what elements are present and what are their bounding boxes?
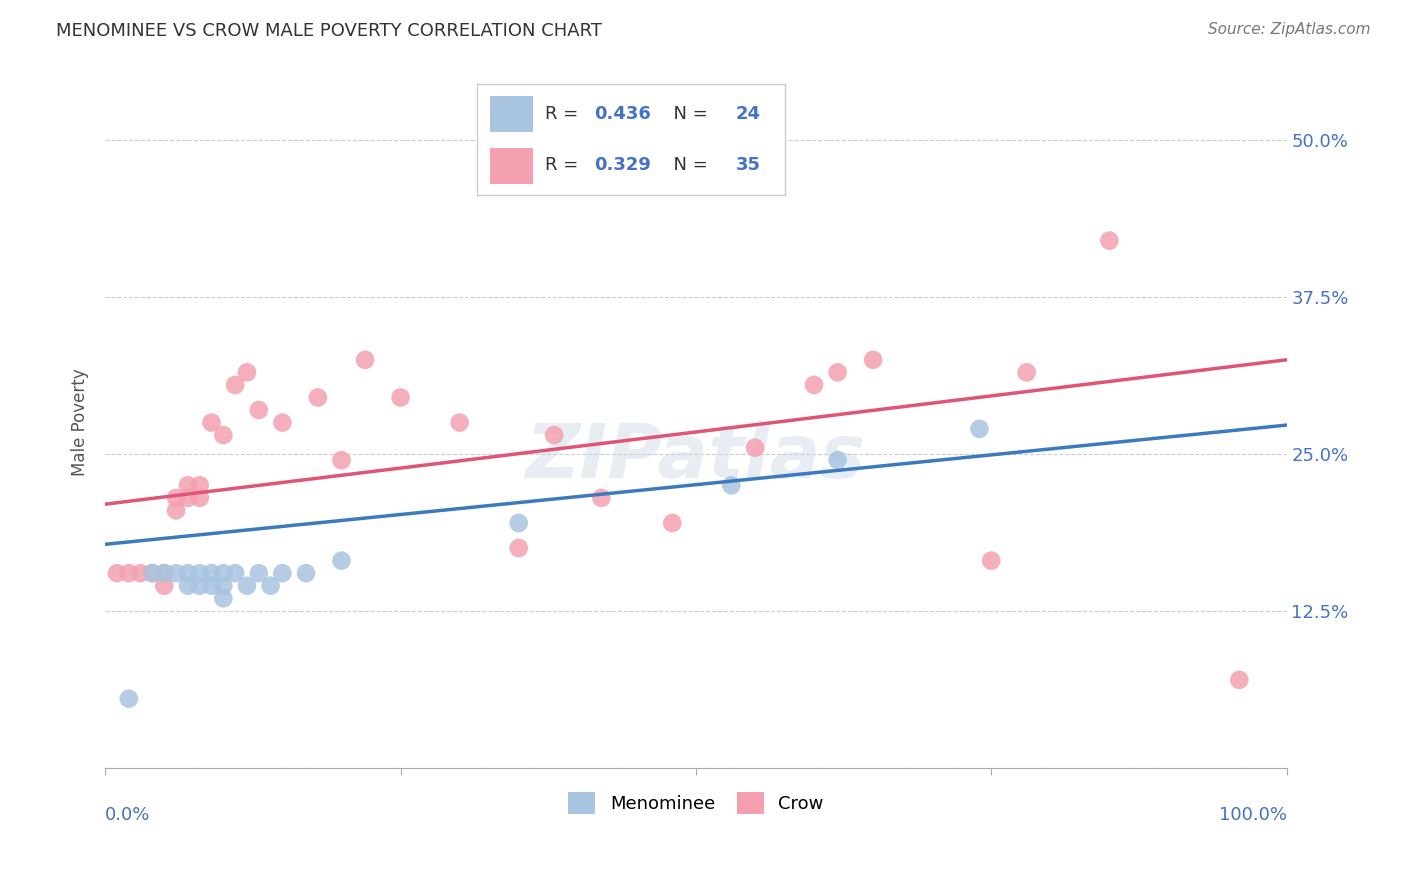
Point — [307, 391, 329, 405]
Point — [980, 554, 1002, 568]
Point — [188, 478, 211, 492]
Point — [200, 416, 222, 430]
Point — [153, 566, 176, 581]
Point — [449, 416, 471, 430]
Point — [330, 554, 353, 568]
Point — [1015, 365, 1038, 379]
Point — [271, 566, 294, 581]
Point — [744, 441, 766, 455]
Point — [827, 453, 849, 467]
Text: ZIPatlas: ZIPatlas — [526, 421, 866, 493]
Point — [141, 566, 163, 581]
Point — [129, 566, 152, 581]
Point — [661, 516, 683, 530]
Text: MENOMINEE VS CROW MALE POVERTY CORRELATION CHART: MENOMINEE VS CROW MALE POVERTY CORRELATI… — [56, 22, 602, 40]
Point — [247, 403, 270, 417]
Point — [236, 579, 259, 593]
Point — [141, 566, 163, 581]
Point — [200, 566, 222, 581]
Point — [200, 579, 222, 593]
Point — [188, 566, 211, 581]
Point — [224, 566, 246, 581]
Point — [118, 566, 141, 581]
Point — [271, 416, 294, 430]
Point — [165, 491, 187, 505]
Point — [188, 491, 211, 505]
Point — [543, 428, 565, 442]
Point — [389, 391, 412, 405]
Point — [212, 579, 235, 593]
Point — [153, 579, 176, 593]
Point — [177, 579, 200, 593]
Point — [969, 422, 991, 436]
Point — [591, 491, 613, 505]
Point — [165, 503, 187, 517]
Legend: Menominee, Crow: Menominee, Crow — [561, 784, 831, 821]
Point — [508, 516, 530, 530]
Point — [118, 691, 141, 706]
Point — [720, 478, 742, 492]
Point — [827, 365, 849, 379]
Point — [212, 566, 235, 581]
Point — [177, 491, 200, 505]
Text: 0.0%: 0.0% — [105, 805, 150, 823]
Point — [1227, 673, 1250, 687]
Point — [354, 352, 377, 367]
Point — [165, 566, 187, 581]
Text: 100.0%: 100.0% — [1219, 805, 1286, 823]
Text: Source: ZipAtlas.com: Source: ZipAtlas.com — [1208, 22, 1371, 37]
Point — [105, 566, 128, 581]
Point — [259, 579, 281, 593]
Y-axis label: Male Poverty: Male Poverty — [72, 368, 89, 476]
Point — [295, 566, 318, 581]
Point — [508, 541, 530, 555]
Point — [224, 378, 246, 392]
Point — [236, 365, 259, 379]
Point — [803, 378, 825, 392]
Point — [862, 352, 884, 367]
Point — [1098, 234, 1121, 248]
Point — [177, 478, 200, 492]
Point — [212, 428, 235, 442]
Point — [330, 453, 353, 467]
Point — [153, 566, 176, 581]
Point — [188, 579, 211, 593]
Point — [247, 566, 270, 581]
Point — [212, 591, 235, 606]
Point — [177, 566, 200, 581]
